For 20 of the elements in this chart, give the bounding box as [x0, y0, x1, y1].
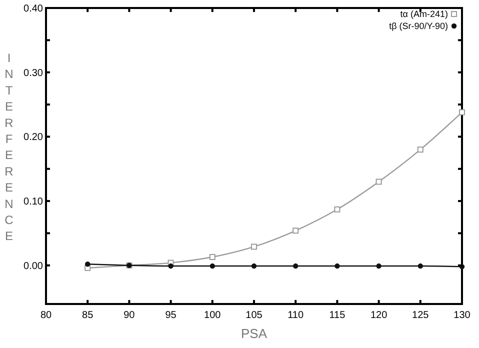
x-tick-label: 90: [124, 310, 136, 321]
x-tick-label: 110: [288, 310, 304, 321]
x-tick-label: 105: [246, 310, 263, 321]
text: INTERFERENCE: [4, 51, 14, 244]
x-tick-label: 100: [204, 310, 222, 321]
y-tick-label: 0.20: [24, 132, 44, 144]
legend-label: tβ (Sr-90/Y-90): [389, 21, 448, 31]
x-tick-label: 95: [165, 310, 177, 321]
x-tick-label: 130: [454, 310, 471, 321]
x-tick-label: 120: [370, 310, 388, 321]
y-tick-label: 0.30: [24, 68, 44, 79]
y-tick-label: 0.40: [24, 4, 44, 14]
x-tick-label: 80: [40, 310, 52, 321]
x-tick-label: 115: [329, 310, 346, 321]
y-tick-label: 0.10: [24, 196, 44, 208]
legend-label: tα (Am-241): [400, 9, 448, 19]
x-tick-label: 85: [82, 310, 94, 321]
x-tick-label: 125: [412, 310, 430, 321]
x-axis-title: PSA: [240, 326, 268, 341]
y-tick-label: 0.00: [24, 260, 44, 272]
